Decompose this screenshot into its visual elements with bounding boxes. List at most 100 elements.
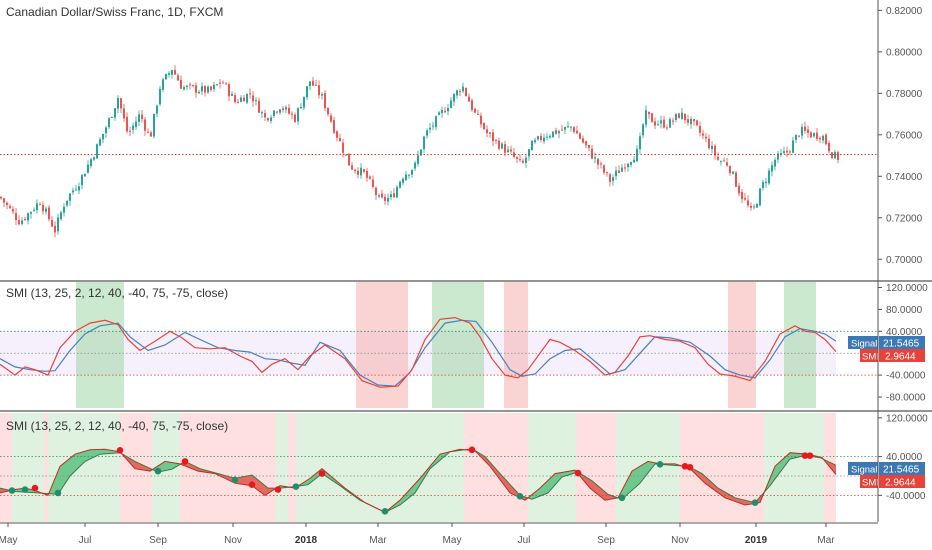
cloud-segment bbox=[557, 473, 558, 483]
cloud-segment bbox=[417, 480, 418, 490]
cloud-segment bbox=[569, 471, 570, 475]
zone-band bbox=[356, 282, 360, 408]
cloud-segment bbox=[439, 454, 440, 462]
trend-band bbox=[616, 413, 620, 522]
cloud-segment bbox=[408, 490, 409, 499]
smi-value-badge bbox=[879, 349, 925, 362]
candle-body bbox=[480, 115, 482, 125]
cloud-segment bbox=[98, 449, 99, 456]
trend-band bbox=[52, 413, 56, 522]
cross-up-marker bbox=[154, 467, 162, 475]
smi-panel-1[interactable]: 120.0000 80.0000 40.0000 -40.0000 -80.0000 S… bbox=[0, 282, 928, 408]
cloud-segment bbox=[190, 463, 191, 469]
trend-band bbox=[736, 413, 740, 522]
candle-body bbox=[795, 134, 797, 140]
candle-body bbox=[264, 113, 266, 118]
trend-band bbox=[768, 413, 772, 522]
cloud-segment bbox=[593, 481, 594, 492]
candle-body bbox=[30, 211, 32, 214]
cloud-segment bbox=[95, 449, 96, 457]
candle-body bbox=[378, 195, 380, 197]
trend-band bbox=[344, 413, 348, 522]
cloud-segment bbox=[259, 480, 260, 492]
trend-band bbox=[352, 413, 356, 522]
candle-body bbox=[717, 156, 719, 160]
cloud-segment bbox=[56, 473, 57, 495]
zone-band bbox=[368, 282, 372, 408]
cloud-segment bbox=[736, 498, 737, 503]
candle-body bbox=[651, 113, 653, 123]
candle-body bbox=[357, 170, 359, 175]
candle-body bbox=[468, 96, 470, 102]
trend-band bbox=[268, 413, 272, 522]
candle-body bbox=[114, 108, 116, 118]
trend-band bbox=[440, 413, 444, 522]
cloud-segment bbox=[505, 479, 506, 488]
trend-band bbox=[744, 413, 748, 522]
candle-body bbox=[654, 121, 656, 126]
candle-body bbox=[315, 84, 317, 86]
candle-body bbox=[657, 124, 659, 126]
candle-body bbox=[768, 170, 770, 184]
trend-band bbox=[468, 413, 472, 522]
candle-body bbox=[825, 134, 827, 145]
trend-band bbox=[416, 413, 420, 522]
candle-body bbox=[786, 150, 788, 153]
cloud-segment bbox=[628, 476, 629, 494]
time-tick-label: Jul bbox=[518, 535, 531, 546]
cloud-segment bbox=[552, 475, 553, 489]
cloud-segment bbox=[58, 468, 59, 495]
smi-tick-label: 80.0000 bbox=[886, 305, 923, 316]
cloud-segment bbox=[791, 452, 792, 459]
trend-band bbox=[152, 413, 156, 522]
candle-body bbox=[75, 189, 77, 191]
cloud-segment bbox=[416, 481, 417, 492]
price-tick-label: 0.80000 bbox=[886, 47, 923, 58]
zone-band bbox=[460, 282, 464, 408]
cloud-segment bbox=[785, 456, 786, 466]
candle-body bbox=[672, 120, 674, 122]
cross-down-marker bbox=[31, 484, 39, 492]
cloud-segment bbox=[720, 489, 721, 495]
zone-band bbox=[472, 282, 476, 408]
trend-band bbox=[328, 413, 332, 522]
cloud-segment bbox=[599, 486, 600, 497]
cloud-segment bbox=[31, 489, 32, 493]
candle-body bbox=[696, 120, 698, 126]
candle-body bbox=[186, 85, 188, 88]
cloud-segment bbox=[548, 479, 549, 493]
cloud-segment bbox=[550, 477, 551, 491]
candle-body bbox=[393, 193, 395, 198]
zone-band bbox=[812, 282, 816, 408]
zone-band bbox=[480, 282, 484, 408]
candle-body bbox=[123, 108, 125, 119]
trend-band bbox=[496, 413, 500, 522]
cloud-segment bbox=[86, 450, 87, 461]
candle-body bbox=[210, 86, 212, 90]
smi-panel-2[interactable]: 120.0000 40.0000 -40.0000 SMI (13, 25, 2, … bbox=[0, 413, 928, 522]
time-tick-label: 2019 bbox=[745, 535, 768, 546]
price-panel[interactable]: 0.82000 0.80000 0.78000 0.76000 0.74000 0.720… bbox=[0, 5, 923, 266]
cloud-segment bbox=[103, 449, 104, 454]
candle-body bbox=[486, 129, 488, 134]
time-axis[interactable]: May Jul Sep Nov 2018 Mar May Jul Sep Nov 2019 Mar bbox=[0, 523, 835, 546]
signal-value-text: 21.5465 bbox=[883, 339, 920, 350]
cloud-segment bbox=[636, 468, 637, 487]
cloud-segment bbox=[92, 449, 93, 459]
candle-body bbox=[324, 93, 326, 109]
cloud-segment bbox=[644, 463, 645, 479]
trend-band bbox=[396, 413, 400, 522]
cloud-segment bbox=[718, 488, 719, 494]
trend-band bbox=[284, 413, 288, 522]
cross-up-marker bbox=[618, 494, 626, 502]
cloud-segment bbox=[306, 480, 307, 485]
cloud-segment bbox=[738, 498, 739, 503]
cloud-segment bbox=[709, 479, 710, 487]
candle-body bbox=[792, 140, 794, 153]
cloud-segment bbox=[511, 485, 512, 494]
cloud-segment bbox=[502, 475, 503, 484]
trend-band bbox=[788, 413, 792, 522]
candle-body bbox=[414, 162, 416, 169]
cloud-segment bbox=[746, 500, 747, 505]
